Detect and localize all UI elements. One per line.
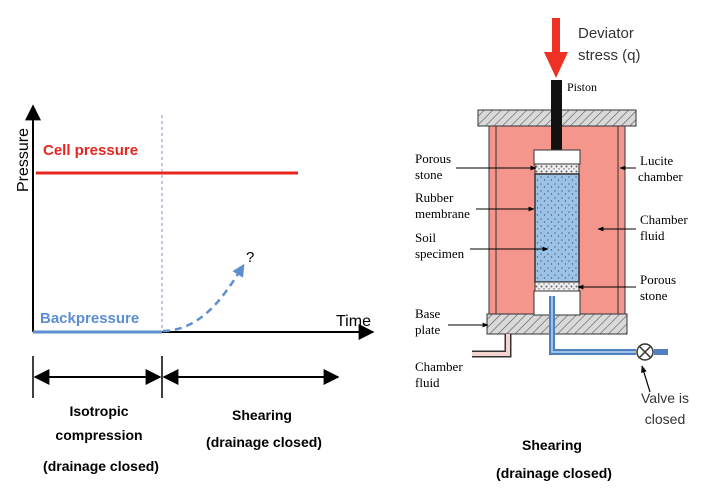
label-porous-stone-bottom-2: stone — [640, 288, 668, 303]
label-membrane-2: membrane — [415, 206, 470, 221]
caption-line1: Shearing — [522, 437, 582, 453]
porous-stone-bottom — [534, 281, 580, 292]
piston — [551, 80, 562, 165]
label-soil-2: specimen — [415, 246, 465, 261]
deviator-label-line2: stress (q) — [578, 47, 641, 64]
label-chamber-fluid-1: Chamber — [415, 359, 463, 374]
drain-pipe-core — [551, 296, 636, 353]
porous-stone-top — [534, 163, 580, 175]
label-membrane-1: Rubber — [415, 190, 454, 205]
phase1-label-line2: compression — [55, 427, 142, 443]
label-chamber-fluid-2: fluid — [415, 375, 440, 390]
top-cap-block — [533, 149, 581, 165]
piston-label: Piston — [567, 80, 597, 94]
valve-label-line2: closed — [645, 411, 685, 427]
deviator-label-line1: Deviator — [578, 25, 634, 42]
caption-line2: (drainage closed) — [496, 465, 612, 481]
pedestal — [533, 290, 581, 316]
leader-valve — [641, 365, 651, 393]
label-base-plate-1: Base — [415, 306, 441, 321]
phase1-label-line3: (drainage closed) — [43, 458, 159, 474]
phase2-label-line1: Shearing — [232, 407, 292, 423]
x-axis-label: Time — [336, 313, 371, 330]
triaxial-apparatus: Deviator stress (q) Piston Porous stone — [415, 18, 689, 481]
label-base-plate-2: plate — [415, 322, 440, 337]
label-soil-1: Soil — [415, 230, 436, 245]
label-porous-stone-top-1: Porous — [415, 151, 451, 166]
fluid-inlet-pipe — [472, 334, 512, 358]
deviator-arrow — [544, 18, 568, 78]
pore-pressure-curve — [162, 263, 245, 333]
y-axis-label: Pressure — [15, 128, 32, 192]
cell-pressure-label: Cell pressure — [43, 142, 138, 159]
backpressure-label: Backpressure — [40, 310, 139, 327]
valve-cross-b — [638, 345, 652, 359]
phase2-label-line2: (drainage closed) — [206, 434, 322, 450]
label-porous-stone-bottom-1: Porous — [640, 272, 676, 287]
pressure-time-chart: Pressure Time Cell pressure Backpressure… — [15, 104, 375, 474]
label-porous-stone-top-2: stone — [415, 167, 443, 182]
base-plate — [486, 313, 628, 335]
valve-label-line1: Valve is — [641, 390, 689, 406]
soil-specimen — [534, 173, 580, 283]
label-chamber-fluid-right-1: Chamber — [640, 212, 688, 227]
label-lucite-1: Lucite — [640, 153, 673, 168]
phase1-label-line1: Isotropic — [69, 403, 128, 419]
unknown-mark: ? — [246, 249, 254, 266]
fluid-inlet-pipe-core — [472, 334, 510, 356]
label-chamber-fluid-right-2: fluid — [640, 228, 665, 243]
label-lucite-2: chamber — [638, 169, 683, 184]
